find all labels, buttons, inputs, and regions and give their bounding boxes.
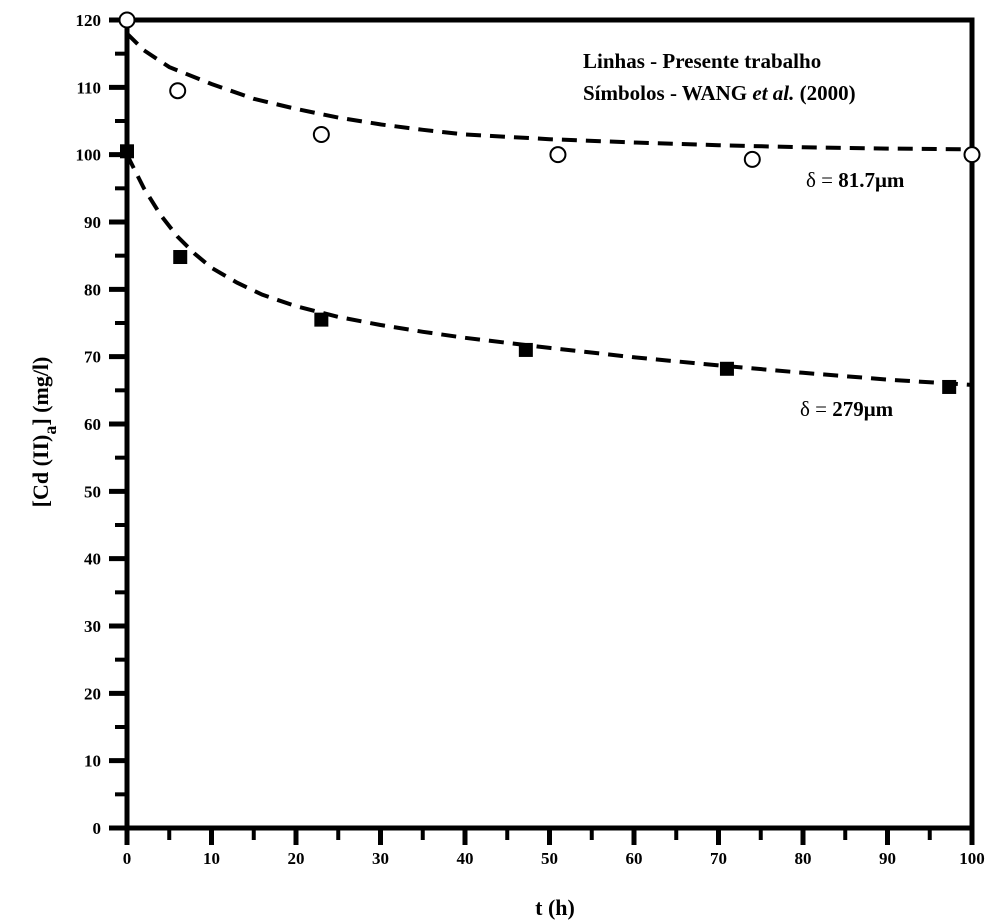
filled-square-point bbox=[173, 250, 188, 265]
open-circle-point bbox=[312, 125, 330, 143]
filled-square-point bbox=[942, 379, 957, 394]
x-tick-label: 20 bbox=[288, 849, 305, 868]
tick-labels: 0 10 20 30 40 50 60 70 80 90 100 110 120 0 10 20 30 40 50 6… bbox=[76, 11, 985, 868]
y-tick-label: 0 bbox=[93, 819, 102, 838]
y-tick-label: 100 bbox=[76, 146, 102, 165]
fit-lines bbox=[125, 32, 973, 387]
x-tick-label: 100 bbox=[959, 849, 985, 868]
y-tick-label: 110 bbox=[76, 78, 101, 97]
open-circle-point bbox=[118, 11, 136, 29]
x-tick-label: 10 bbox=[203, 849, 220, 868]
y-tick-label: 10 bbox=[84, 752, 101, 771]
x-tick-label: 30 bbox=[372, 849, 389, 868]
legend-line-1: Linhas - Presente trabalho bbox=[583, 49, 821, 73]
open-circle-point bbox=[743, 150, 761, 168]
y-tick-label: 40 bbox=[84, 550, 101, 569]
x-axis-title: t (h) bbox=[535, 895, 575, 920]
y-tick-label: 20 bbox=[84, 684, 101, 703]
legend-line-2: Símbolos - WANG et al. (2000) bbox=[583, 81, 856, 105]
data-markers bbox=[118, 11, 981, 394]
x-tick-label: 90 bbox=[879, 849, 896, 868]
y-tick-label: 90 bbox=[84, 213, 101, 232]
open-circle-point bbox=[169, 82, 187, 100]
x-tick-label: 70 bbox=[710, 849, 727, 868]
fit-line-series-2 bbox=[125, 153, 973, 387]
filled-square-point bbox=[120, 144, 134, 159]
y-tick-label: 30 bbox=[84, 617, 101, 636]
y-tick-label: 80 bbox=[84, 280, 101, 299]
filled-square-point bbox=[314, 312, 329, 327]
series-label-81-7um: δ = 81.7μm bbox=[806, 168, 905, 192]
axis-ticks bbox=[109, 17, 975, 845]
x-tick-label: 80 bbox=[795, 849, 812, 868]
open-circle-point bbox=[963, 146, 981, 164]
filled-square-point bbox=[518, 342, 533, 357]
y-tick-label: 120 bbox=[76, 11, 102, 30]
y-tick-label: 60 bbox=[84, 415, 101, 434]
x-tick-label: 0 bbox=[123, 849, 132, 868]
filled-square-point bbox=[719, 361, 734, 376]
fit-line-series-1 bbox=[125, 32, 973, 152]
open-circle-point bbox=[549, 146, 567, 164]
y-axis-title-subscript: a bbox=[40, 426, 60, 435]
y-axis-title: [Cd (II)a] (mg/l) bbox=[28, 357, 60, 508]
x-tick-label: 50 bbox=[541, 849, 558, 868]
x-tick-label: 60 bbox=[626, 849, 643, 868]
x-tick-label: 40 bbox=[457, 849, 474, 868]
series-label-279um: δ = 279μm bbox=[800, 397, 894, 421]
y-tick-label: 70 bbox=[84, 348, 101, 367]
y-tick-label: 50 bbox=[84, 482, 101, 501]
